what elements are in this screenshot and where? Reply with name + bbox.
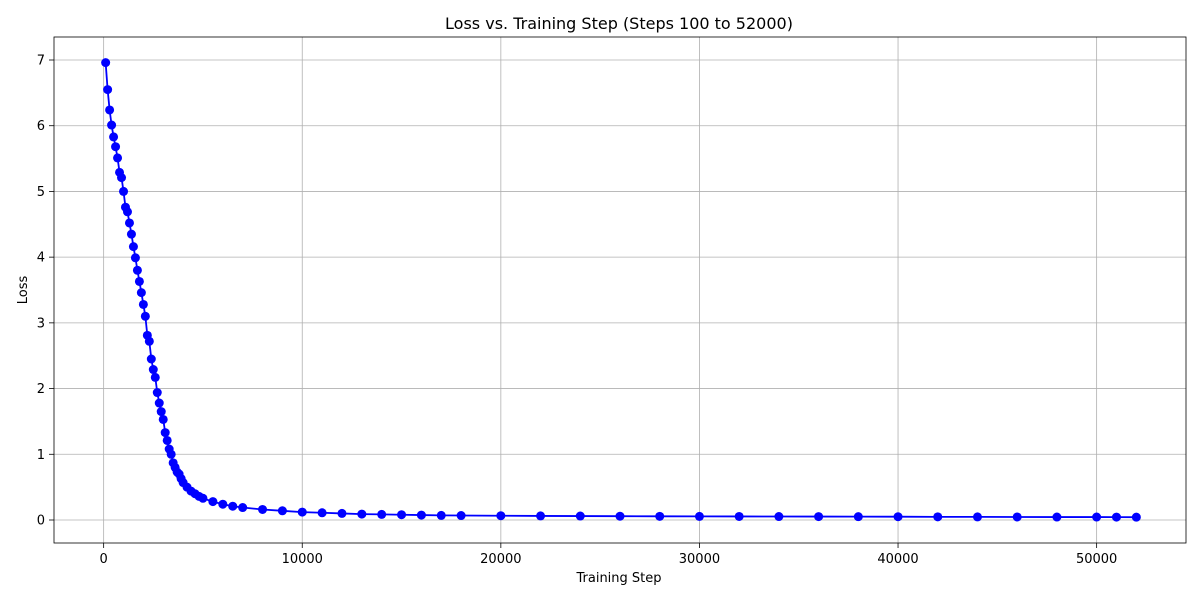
loss-point [277,506,287,516]
loss-point [162,435,172,445]
loss-point [113,153,123,163]
loss-point [655,511,665,521]
loss-point [357,509,367,519]
y-tick-label: 5 [37,185,45,200]
loss-point [1131,512,1141,522]
x-tick-label: 20000 [480,552,521,567]
x-axis: 0 10000 20000 30000 40000 50000 [100,543,1117,567]
x-tick-label: 0 [100,552,108,567]
x-tick-label: 40000 [877,552,918,567]
loss-point [1092,512,1102,522]
loss-point [122,207,132,217]
loss-point [126,229,136,239]
chart-title: Loss vs. Training Step (Steps 100 to 520… [445,14,793,33]
loss-point [148,365,158,375]
loss-point [166,449,176,459]
loss-point [140,311,150,321]
loss-point [130,253,140,263]
loss-point [103,85,113,95]
loss-point [814,512,824,522]
loss-point [208,497,218,507]
loss-point [138,299,148,309]
loss-point [1052,512,1062,522]
loss-point [119,186,129,196]
loss-point [109,132,119,142]
loss-point [377,509,387,519]
loss-point [1111,512,1121,522]
loss-point [456,511,466,521]
loss-point [397,510,407,520]
loss-point [694,511,704,521]
loss-point [128,242,138,252]
loss-point [337,508,347,518]
x-tick-label: 50000 [1076,552,1117,567]
loss-point [136,288,146,298]
loss-point [893,512,903,522]
plot-frame [53,36,1187,544]
loss-point [228,501,238,511]
loss-point [146,354,156,364]
x-tick-label: 30000 [679,552,720,567]
loss-point [156,407,166,417]
y-axis-label: Loss [16,276,31,305]
x-axis-label: Training Step [575,571,661,586]
loss-point [158,414,168,424]
y-tick-label: 0 [37,514,45,529]
series-loss [101,58,1141,522]
y-tick-label: 1 [37,448,45,463]
loss-point [853,512,863,522]
y-tick-label: 2 [37,382,45,397]
loss-point [238,503,248,513]
loss-point [496,511,506,521]
loss-point [317,508,327,518]
loss-line [104,62,1137,519]
loss-point [117,173,127,183]
y-tick-label: 6 [37,119,45,134]
loss-point [152,388,162,398]
loss-point [107,120,117,130]
loss-point [105,105,115,115]
loss-point [615,511,625,521]
loss-point [734,511,744,521]
grid [54,37,1186,543]
loss-point [111,142,121,152]
loss-point [1012,512,1022,522]
loss-point [536,511,546,521]
loss-point [218,499,228,509]
x-tick-label: 10000 [282,552,323,567]
loss-point [198,493,208,503]
y-tick-label: 3 [37,316,45,331]
loss-point [124,218,134,228]
y-tick-label: 4 [37,251,45,266]
loss-point [416,510,426,520]
y-axis: 0 1 2 3 4 5 6 7 [37,54,54,529]
loss-point [134,276,144,286]
loss-point [575,511,585,521]
loss-point [258,504,268,514]
loss-point [774,512,784,522]
loss-point [144,336,154,346]
loss-point [154,398,164,408]
loss-point [933,512,943,522]
loss-point [972,512,982,522]
loss-point [101,58,111,68]
loss-point [160,428,170,438]
loss-point [132,265,142,275]
y-tick-label: 7 [37,54,45,69]
loss-point [297,507,307,517]
loss-point [436,510,446,520]
loss-point [150,372,160,382]
